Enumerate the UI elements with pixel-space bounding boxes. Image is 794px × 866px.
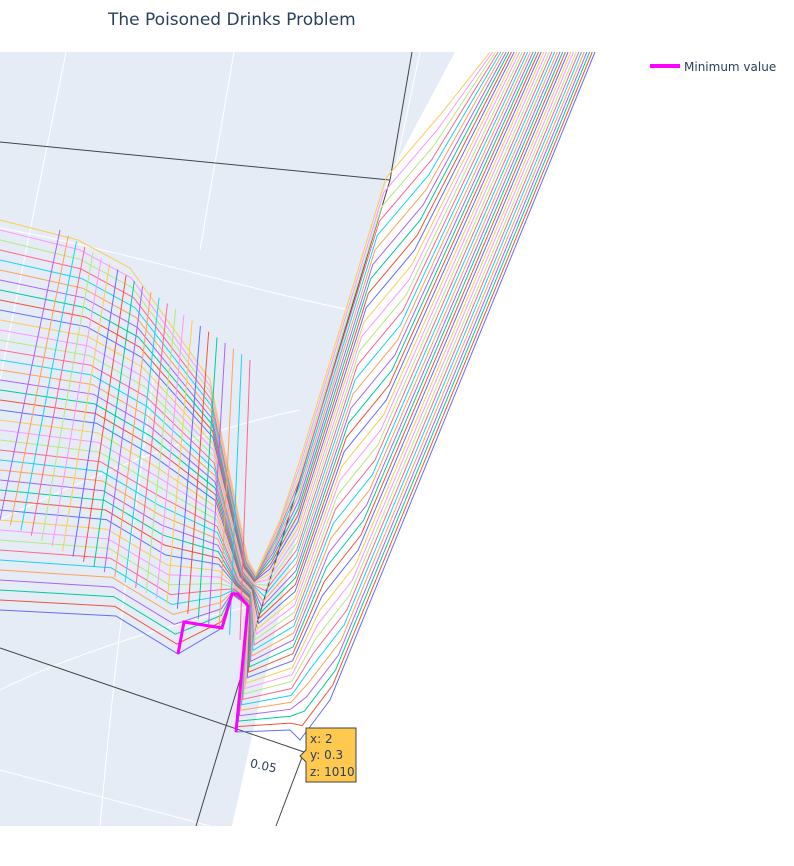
series-line[interactable] bbox=[124, 297, 160, 583]
series-line[interactable] bbox=[0, 51, 523, 586]
series-line[interactable] bbox=[176, 326, 201, 609]
series-line[interactable] bbox=[218, 348, 234, 630]
series-line[interactable] bbox=[30, 246, 86, 536]
3d-scene[interactable]: 0.05 bbox=[0, 51, 596, 827]
chart-title: The Poisoned Drinks Problem bbox=[107, 10, 356, 30]
series-line[interactable] bbox=[83, 275, 127, 562]
legend[interactable]: Minimum value bbox=[650, 60, 776, 74]
series-line[interactable] bbox=[0, 51, 518, 583]
floor-pane bbox=[0, 135, 388, 826]
series-line[interactable] bbox=[166, 320, 193, 604]
series-line[interactable] bbox=[41, 252, 94, 541]
legend-label-minimum-value[interactable]: Minimum value bbox=[684, 60, 776, 74]
series-line[interactable] bbox=[0, 51, 531, 603]
series-line[interactable] bbox=[0, 51, 496, 577]
series-line[interactable] bbox=[187, 331, 210, 614]
series-line[interactable] bbox=[145, 309, 177, 594]
series-line[interactable] bbox=[0, 51, 494, 576]
series-line[interactable] bbox=[239, 359, 251, 641]
series-line[interactable] bbox=[0, 51, 512, 582]
series-line[interactable] bbox=[0, 51, 510, 581]
series-line[interactable] bbox=[0, 51, 502, 579]
back-wall-pane bbox=[0, 52, 455, 178]
axis-frame bbox=[0, 51, 413, 827]
series-line[interactable] bbox=[0, 51, 537, 614]
series-line[interactable] bbox=[20, 241, 77, 531]
series-line[interactable] bbox=[156, 314, 185, 599]
series-line[interactable] bbox=[0, 51, 515, 583]
series-line[interactable] bbox=[0, 51, 499, 578]
series-line[interactable] bbox=[0, 51, 521, 584]
hover-box bbox=[299, 727, 357, 783]
series-line[interactable] bbox=[0, 51, 529, 597]
y-tick-label: 0.05 bbox=[249, 756, 278, 775]
series-line[interactable] bbox=[0, 229, 61, 521]
series-line[interactable] bbox=[135, 303, 168, 588]
hover-z: z: 1010 bbox=[310, 765, 355, 779]
hover-x: x: 2 bbox=[310, 732, 333, 746]
series-line[interactable] bbox=[114, 292, 152, 578]
minimum-value-line[interactable] bbox=[176, 592, 250, 733]
hover-tooltip: x: 2 y: 0.3 z: 1010 bbox=[299, 727, 357, 783]
series-line[interactable] bbox=[103, 286, 144, 573]
series-line[interactable] bbox=[72, 269, 119, 557]
series-line[interactable] bbox=[0, 51, 504, 580]
hover-y: y: 0.3 bbox=[310, 748, 343, 762]
series-line[interactable] bbox=[62, 263, 111, 552]
series-line[interactable] bbox=[93, 280, 135, 568]
series-line[interactable] bbox=[197, 337, 218, 620]
series-line[interactable] bbox=[9, 235, 69, 526]
series-line[interactable] bbox=[0, 51, 526, 592]
series-line[interactable] bbox=[51, 258, 102, 547]
series-line[interactable] bbox=[229, 354, 243, 635]
series-line[interactable] bbox=[208, 342, 226, 625]
series-line[interactable] bbox=[0, 51, 491, 576]
series-line[interactable] bbox=[0, 51, 534, 608]
